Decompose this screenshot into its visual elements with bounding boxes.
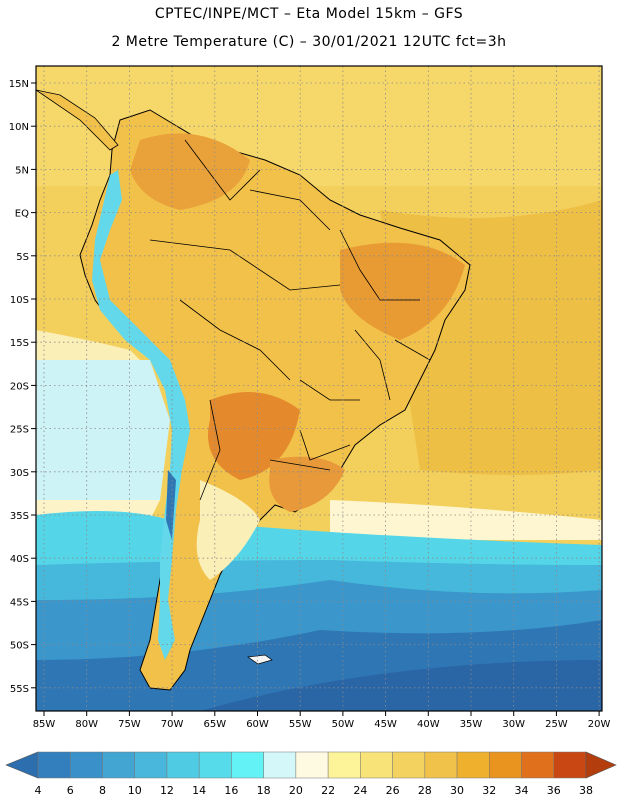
lat-label: 15N	[9, 79, 29, 90]
colorbar-cell	[360, 751, 393, 779]
lon-label: 50W	[332, 719, 355, 730]
central-america-land	[36, 89, 119, 151]
lon-label: 20W	[588, 719, 611, 730]
lat-label: 10N	[9, 122, 29, 133]
lon-label: 75W	[118, 719, 141, 730]
colorbar-cell	[489, 751, 522, 779]
colorbar-arrow-high	[585, 751, 617, 779]
map-title-line1: CPTEC/INPE/MCT – Eta Model 15km – GFS	[154, 6, 464, 22]
andes-coldest-core	[166, 470, 176, 540]
longitude-labels: 85W 80W 75W 70W 65W 60W 55W 50W 45W 40W 35W 30W 25W 2…	[33, 711, 611, 730]
hot-region-south-brazil	[269, 456, 345, 512]
lat-label: 25S	[10, 425, 29, 436]
colorbar-cell	[521, 751, 555, 779]
colorbar-cell	[231, 751, 264, 779]
colorbar-label: 8	[99, 784, 106, 797]
latitude-labels: 15N 10N 5N EQ 5S 10S 15S 20S 25S 30S 35S 40S 45S 50S 5…	[9, 79, 36, 695]
lon-label: 25W	[545, 719, 568, 730]
hot-region-northeast	[340, 242, 465, 340]
colorbar-label: 4	[35, 784, 42, 797]
colorbar-label: 36	[547, 784, 561, 797]
colorbar-label: 26	[386, 784, 400, 797]
colorbar-cell	[424, 751, 458, 779]
lat-label: EQ	[15, 209, 29, 220]
lat-label: 5S	[16, 252, 29, 263]
lat-label: 40S	[10, 554, 29, 565]
colorbar-cell	[263, 751, 297, 779]
lat-label: 5N	[15, 165, 29, 176]
colorbar-label: 32	[482, 784, 496, 797]
lat-label: 30S	[10, 468, 29, 479]
colorbar-cell	[327, 751, 361, 779]
colorbar-cell	[166, 751, 200, 779]
colorbar-arrow-low	[5, 751, 39, 779]
lat-label: 50S	[10, 641, 29, 652]
lon-label: 45W	[374, 719, 397, 730]
ocean-band-blue4	[200, 660, 602, 711]
colorbar-label: 14	[192, 784, 206, 797]
lon-label: 70W	[161, 719, 184, 730]
colorbar-label: 34	[515, 784, 529, 797]
colorbar-cell	[553, 751, 587, 779]
lat-label: 15S	[10, 338, 29, 349]
hot-region-chaco	[208, 392, 300, 480]
falkland-islands	[247, 654, 273, 665]
lat-label: 10S	[10, 295, 29, 306]
colorbar-cell	[198, 751, 232, 779]
lon-label: 55W	[289, 719, 312, 730]
colorbar-label: 10	[128, 784, 142, 797]
ocean-band-east-cream	[330, 500, 602, 540]
lon-label: 40W	[417, 719, 440, 730]
lon-label: 35W	[460, 719, 483, 730]
colorbar-cell	[37, 751, 71, 779]
lat-label: 35S	[10, 511, 29, 522]
lon-label: 65W	[203, 719, 226, 730]
lat-label: 45S	[10, 597, 29, 608]
colorbar-cell	[392, 751, 426, 779]
colorbar-label: 6	[67, 784, 74, 797]
lon-label: 60W	[246, 719, 269, 730]
colorbar-label: 24	[353, 784, 367, 797]
colorbar-label: 38	[579, 784, 593, 797]
ocean-band-pale	[36, 330, 140, 360]
colorbar-label: 12	[160, 784, 174, 797]
colorbar-label: 28	[418, 784, 432, 797]
colorbar-label: 30	[450, 784, 464, 797]
colorbar-label: 22	[321, 784, 335, 797]
lon-label: 80W	[75, 719, 98, 730]
colorbar-cell	[69, 751, 103, 779]
lat-label: 55S	[10, 684, 29, 695]
colorbar-labels: 4 6 8 10 12 14 16 18 20 22 24 26 28 30 32 34 36 38	[35, 784, 594, 797]
lon-label: 85W	[33, 719, 56, 730]
country-borders	[149, 139, 431, 501]
colorbar-cell	[295, 751, 329, 779]
map-field	[36, 66, 602, 711]
temperature-map: 15N 10N 5N EQ 5S 10S 15S 20S 25S 30S 35S 40S 45S 50S 5…	[9, 65, 611, 730]
lat-label: 20S	[10, 381, 29, 392]
map-title-line2: 2 Metre Temperature (C) – 30/01/2021 12U…	[111, 34, 507, 50]
colorbar: 4 6 8 10 12 14 16 18 20 22 24 26 28 30 32 34 36 38	[5, 751, 617, 797]
lon-label: 30W	[502, 719, 525, 730]
colorbar-label: 18	[257, 784, 271, 797]
andes-cold-strip	[92, 170, 190, 660]
map-frame	[35, 65, 603, 712]
colorbar-label: 16	[224, 784, 238, 797]
colorbar-label: 20	[289, 784, 303, 797]
colorbar-cell	[134, 751, 168, 779]
cool-region-patagonia	[196, 480, 260, 580]
hot-region-north	[130, 133, 250, 210]
colorbar-cells	[5, 751, 617, 779]
colorbar-cell	[456, 751, 490, 779]
colorbar-cell	[102, 751, 135, 779]
ocean-band-light-cyan	[36, 360, 170, 500]
